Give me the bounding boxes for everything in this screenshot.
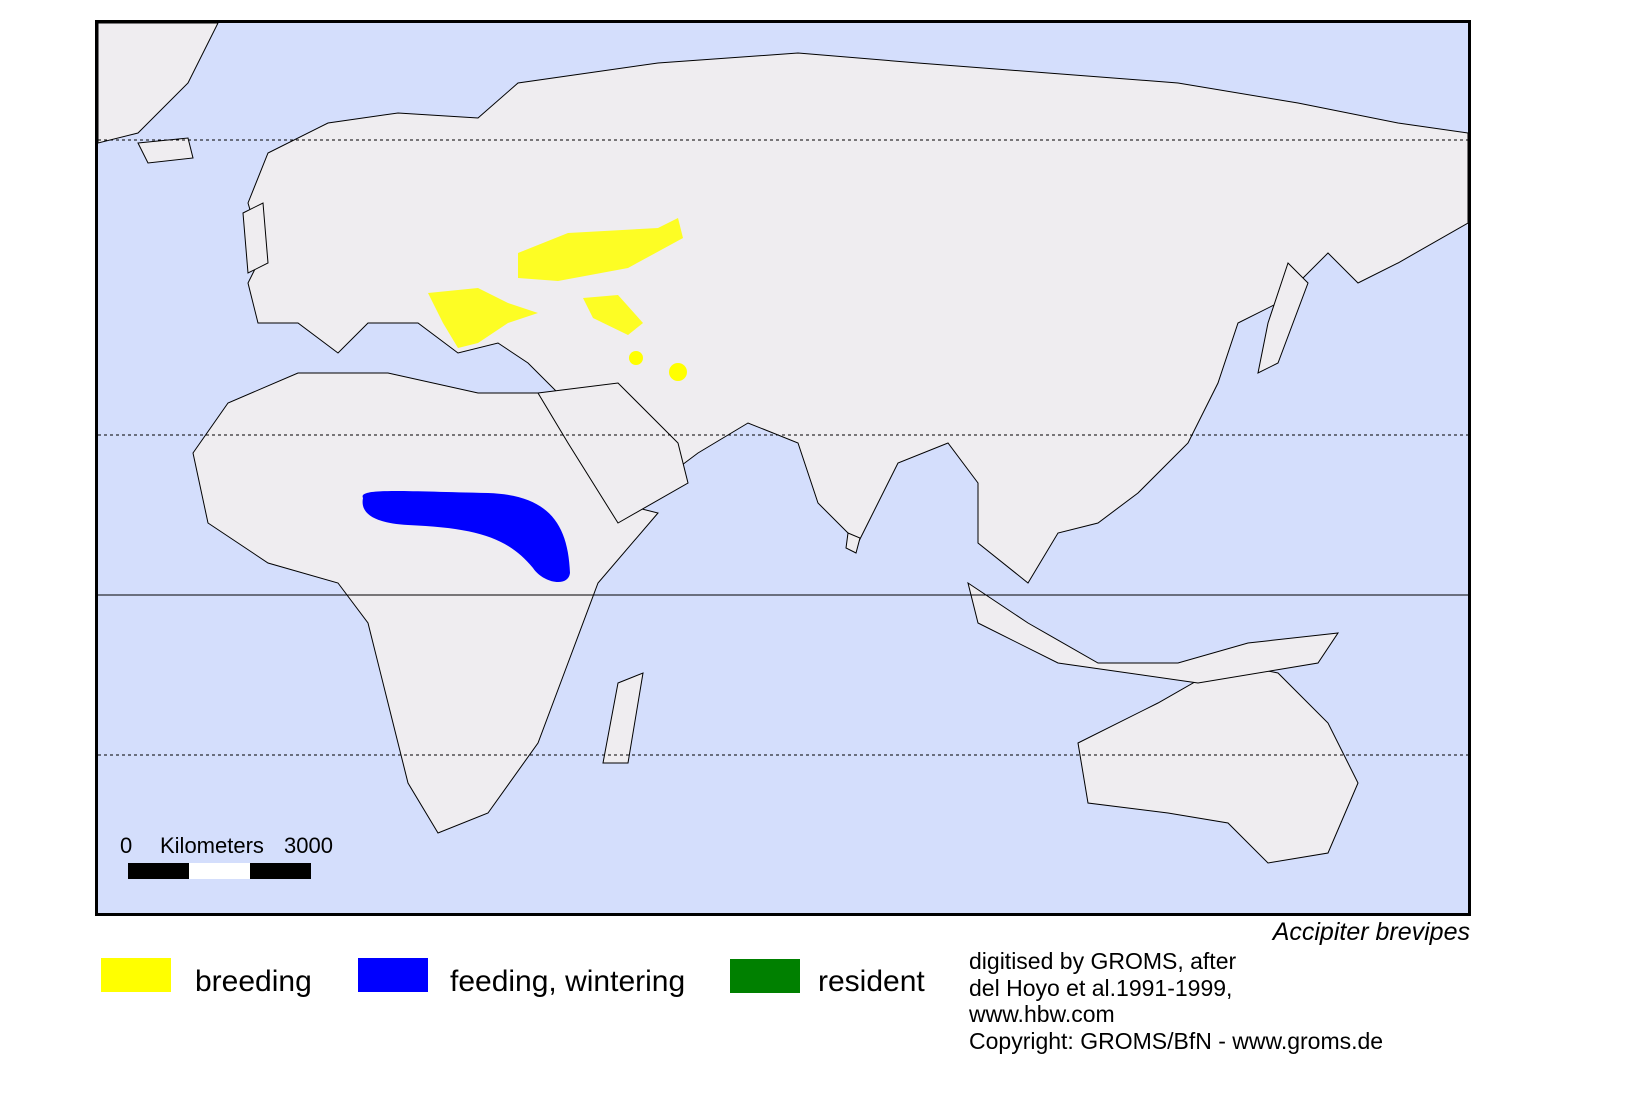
landmass-sri-lanka <box>845 532 861 554</box>
credit-line: www.hbw.com <box>969 1001 1115 1027</box>
breeding-range-iran-west <box>629 351 643 365</box>
range-map: 0 Kilometers 3000 <box>95 20 1471 916</box>
landmass-indonesia <box>967 581 1340 684</box>
landmass-iceland <box>137 137 194 164</box>
wintering-range-sahel <box>362 490 570 583</box>
breeding-range-caucasus <box>583 295 643 335</box>
scale-start-label: 0 <box>120 833 133 858</box>
landmass-japan <box>1257 262 1309 374</box>
credit-block: digitised by GROMS, after del Hoyo et al… <box>969 948 1383 1054</box>
map-canvas <box>98 23 1468 864</box>
landmass-eurasia <box>247 52 1468 584</box>
legend-label-resident: resident <box>818 965 925 998</box>
legend-swatch-wintering <box>358 958 428 992</box>
breeding-range-balkans <box>428 288 538 348</box>
landmass-africa <box>192 372 659 834</box>
scale-end-label: 3000 <box>284 833 333 858</box>
breeding-range-russia <box>518 218 683 281</box>
credit-line: Copyright: GROMS/BfN - www.groms.de <box>969 1027 1384 1054</box>
landmass-arabia <box>537 382 689 524</box>
legend-swatch-resident <box>730 959 800 993</box>
scale-bar <box>128 863 311 879</box>
credit-line: digitised by GROMS, after <box>969 948 1237 974</box>
scale-unit-label: Kilometers <box>160 833 264 858</box>
legend-swatch-breeding <box>101 958 171 992</box>
species-name: Accipiter brevipes <box>1272 918 1470 946</box>
graticule <box>98 139 1468 756</box>
landmass-australia <box>1077 662 1359 864</box>
landmass-greenland <box>98 23 219 144</box>
legend-label-breeding: breeding <box>195 965 312 998</box>
breeding-range-iran-east <box>669 363 687 381</box>
landmass-britain <box>242 202 269 274</box>
landmass-madagascar <box>602 672 644 764</box>
legend-label-wintering: feeding, wintering <box>450 965 686 998</box>
credit-line: del Hoyo et al.1991-1999, <box>969 974 1233 1001</box>
